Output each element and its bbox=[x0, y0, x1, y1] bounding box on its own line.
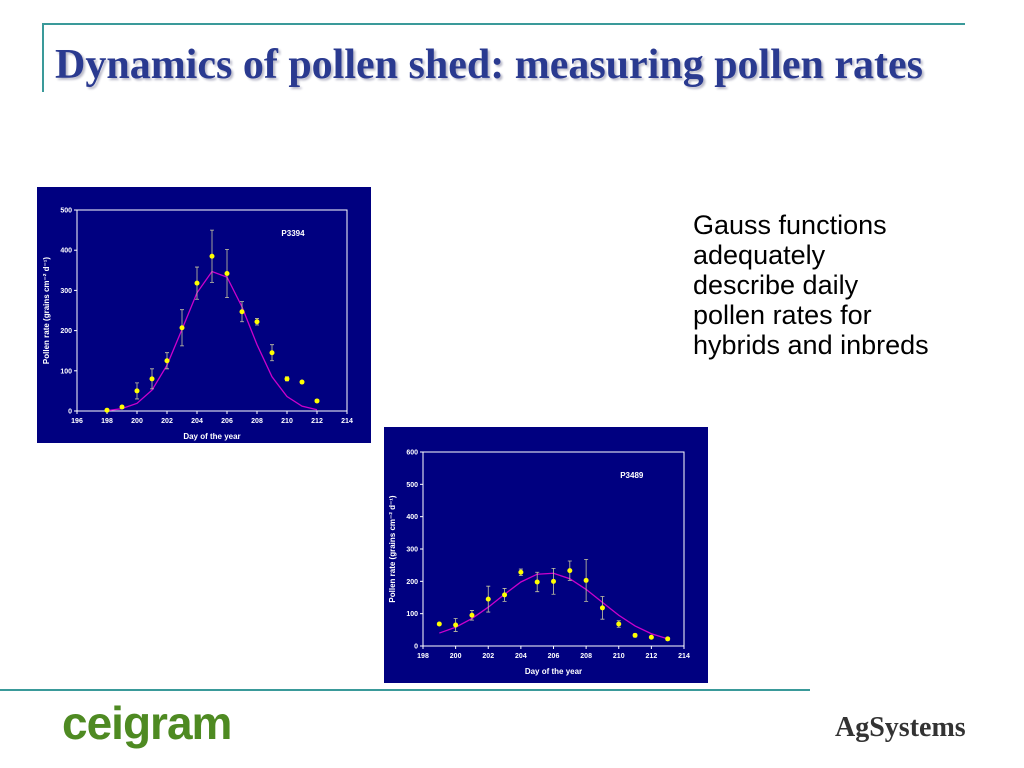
annotation: P3489 bbox=[620, 471, 644, 480]
slide-title: Dynamics of pollen shed: measuring polle… bbox=[55, 42, 924, 88]
data-point bbox=[119, 404, 125, 410]
x-tick-label: 200 bbox=[131, 418, 143, 425]
body-line: hybrids and inbreds bbox=[693, 330, 929, 360]
data-point bbox=[583, 577, 589, 583]
data-point bbox=[665, 636, 671, 642]
x-tick-label: 206 bbox=[221, 418, 233, 425]
y-tick-label: 200 bbox=[406, 579, 418, 586]
body-line: pollen rates for bbox=[693, 300, 872, 330]
y-tick-label: 100 bbox=[406, 611, 418, 618]
chart-panel bbox=[384, 427, 708, 683]
x-tick-label: 208 bbox=[580, 653, 592, 660]
data-point bbox=[632, 632, 638, 638]
data-point bbox=[254, 319, 260, 325]
y-tick-label: 400 bbox=[406, 514, 418, 521]
data-point bbox=[194, 280, 200, 286]
x-tick-label: 210 bbox=[281, 418, 293, 425]
x-tick-label: 212 bbox=[646, 653, 658, 660]
data-point bbox=[314, 398, 320, 404]
x-tick-label: 210 bbox=[613, 653, 625, 660]
x-tick-label: 198 bbox=[417, 653, 429, 660]
y-tick-label: 400 bbox=[60, 248, 72, 255]
y-axis-label: Pollen rate (grains cm⁻² d⁻¹) bbox=[42, 257, 51, 364]
data-point bbox=[551, 578, 556, 584]
data-point bbox=[269, 350, 275, 356]
x-tick-label: 204 bbox=[191, 418, 203, 425]
data-point bbox=[164, 358, 170, 364]
data-point bbox=[485, 596, 491, 602]
x-tick-label: 206 bbox=[548, 653, 560, 660]
chart-panel bbox=[37, 187, 371, 443]
body-text: Gauss functions adequately describe daily p… bbox=[693, 210, 929, 360]
x-tick-label: 214 bbox=[341, 418, 353, 425]
x-tick-label: 198 bbox=[101, 418, 113, 425]
data-point bbox=[104, 407, 110, 413]
x-tick-label: 208 bbox=[251, 418, 263, 425]
x-tick-label: 200 bbox=[450, 653, 462, 660]
data-point bbox=[284, 376, 290, 382]
data-point bbox=[436, 621, 442, 627]
data-point bbox=[502, 592, 508, 598]
data-point bbox=[469, 612, 475, 618]
data-point bbox=[616, 621, 622, 627]
y-tick-label: 300 bbox=[60, 288, 72, 295]
y-tick-label: 0 bbox=[414, 644, 418, 651]
data-point bbox=[239, 309, 245, 315]
plot-frame bbox=[76, 209, 348, 412]
data-point bbox=[648, 634, 654, 640]
annotation: P3394 bbox=[281, 229, 305, 238]
x-tick-label: 214 bbox=[678, 653, 690, 660]
x-axis-label: Day of the year bbox=[525, 667, 582, 676]
body-line: adequately bbox=[693, 240, 826, 270]
y-tick-label: 500 bbox=[406, 482, 418, 489]
data-point bbox=[224, 271, 230, 277]
y-axis-label: Pollen rate (grains cm⁻² d⁻¹) bbox=[388, 495, 397, 602]
data-point bbox=[209, 253, 215, 259]
data-point bbox=[149, 376, 155, 382]
y-tick-label: 0 bbox=[68, 409, 72, 416]
body-line: Gauss functions bbox=[693, 210, 887, 240]
y-tick-label: 300 bbox=[406, 547, 418, 554]
x-tick-label: 196 bbox=[71, 418, 83, 425]
x-tick-label: 202 bbox=[161, 418, 173, 425]
data-point bbox=[534, 579, 540, 585]
y-tick-label: 600 bbox=[406, 450, 418, 457]
data-point bbox=[299, 379, 305, 385]
x-tick-label: 204 bbox=[515, 653, 527, 660]
x-tick-label: 212 bbox=[311, 418, 323, 425]
data-point bbox=[453, 622, 459, 628]
data-point bbox=[599, 605, 605, 611]
logo: AgSystems bbox=[835, 712, 966, 743]
data-point bbox=[179, 325, 185, 331]
y-tick-label: 200 bbox=[60, 328, 72, 335]
x-axis-label: Day of the year bbox=[183, 432, 240, 441]
data-point bbox=[518, 569, 524, 575]
data-point bbox=[134, 388, 140, 394]
y-tick-label: 500 bbox=[60, 208, 72, 215]
body-line: describe daily bbox=[693, 270, 859, 300]
x-tick-label: 202 bbox=[482, 653, 494, 660]
y-tick-label: 100 bbox=[60, 368, 72, 375]
logo: ceigram bbox=[62, 697, 232, 749]
data-point bbox=[567, 568, 573, 574]
